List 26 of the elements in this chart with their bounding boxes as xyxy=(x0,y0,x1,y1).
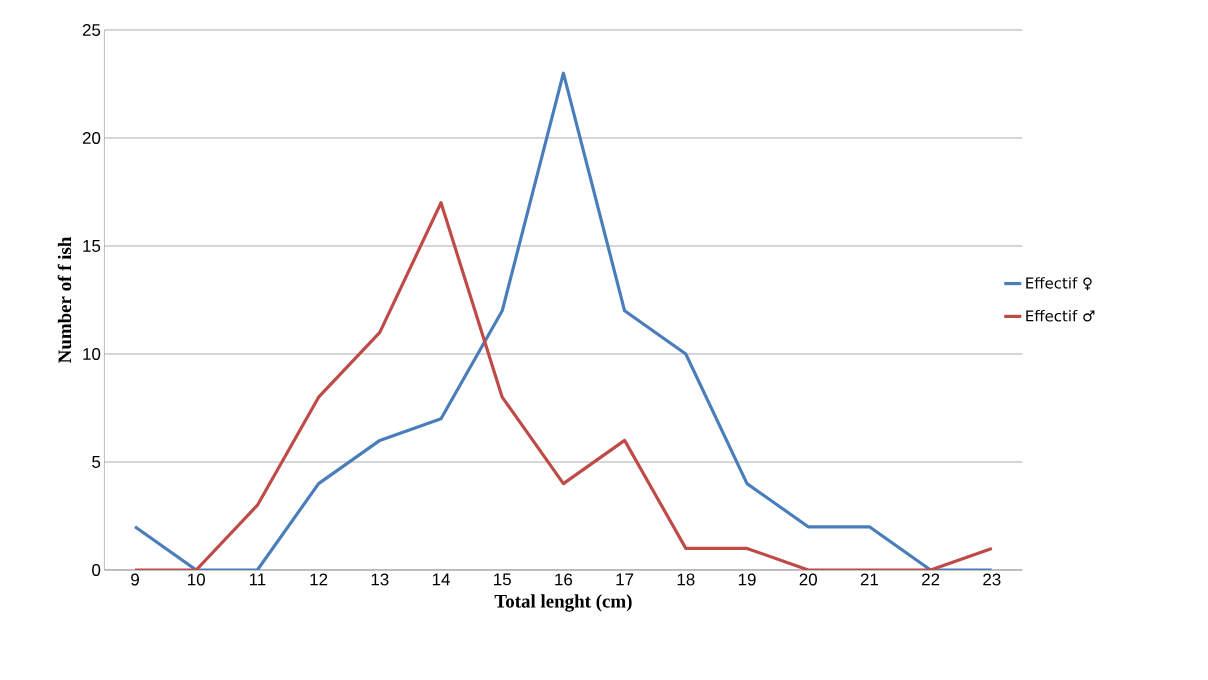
y-tick-label: 25 xyxy=(82,23,101,36)
x-tick-label: 20 xyxy=(799,573,817,586)
x-tick-label: 18 xyxy=(677,573,695,586)
x-tick-label: 17 xyxy=(616,573,634,586)
y-tick-label: 20 xyxy=(82,131,101,144)
y-tick-label: 0 xyxy=(92,563,101,576)
x-tick-label: 11 xyxy=(249,573,266,586)
x-tick-label: 10 xyxy=(188,573,205,586)
y-axis-title: Number of f ish xyxy=(57,236,72,363)
x-tick-label: 23 xyxy=(983,573,1001,586)
y-tick-label: 15 xyxy=(83,240,101,252)
x-axis-title: Total lenght (cm) xyxy=(494,594,632,612)
x-tick-label: 19 xyxy=(738,573,756,586)
x-tick-label: 21 xyxy=(860,573,878,586)
legend-label: Effectif ♂ xyxy=(1026,309,1095,322)
x-tick-label: 12 xyxy=(310,573,328,586)
x-tick-label: 9 xyxy=(131,573,139,586)
x-tick-label: 15 xyxy=(494,573,511,586)
x-tick-label: 16 xyxy=(555,573,573,586)
line-series xyxy=(133,71,994,570)
x-tick-label: 13 xyxy=(371,573,389,586)
x-tick-label: 22 xyxy=(922,573,940,586)
y-tick-label: 10 xyxy=(83,347,101,360)
y-tick-label: 5 xyxy=(92,456,101,468)
x-tick-label: 14 xyxy=(432,573,450,586)
legend-label: Effectif ♀ xyxy=(1026,277,1092,291)
